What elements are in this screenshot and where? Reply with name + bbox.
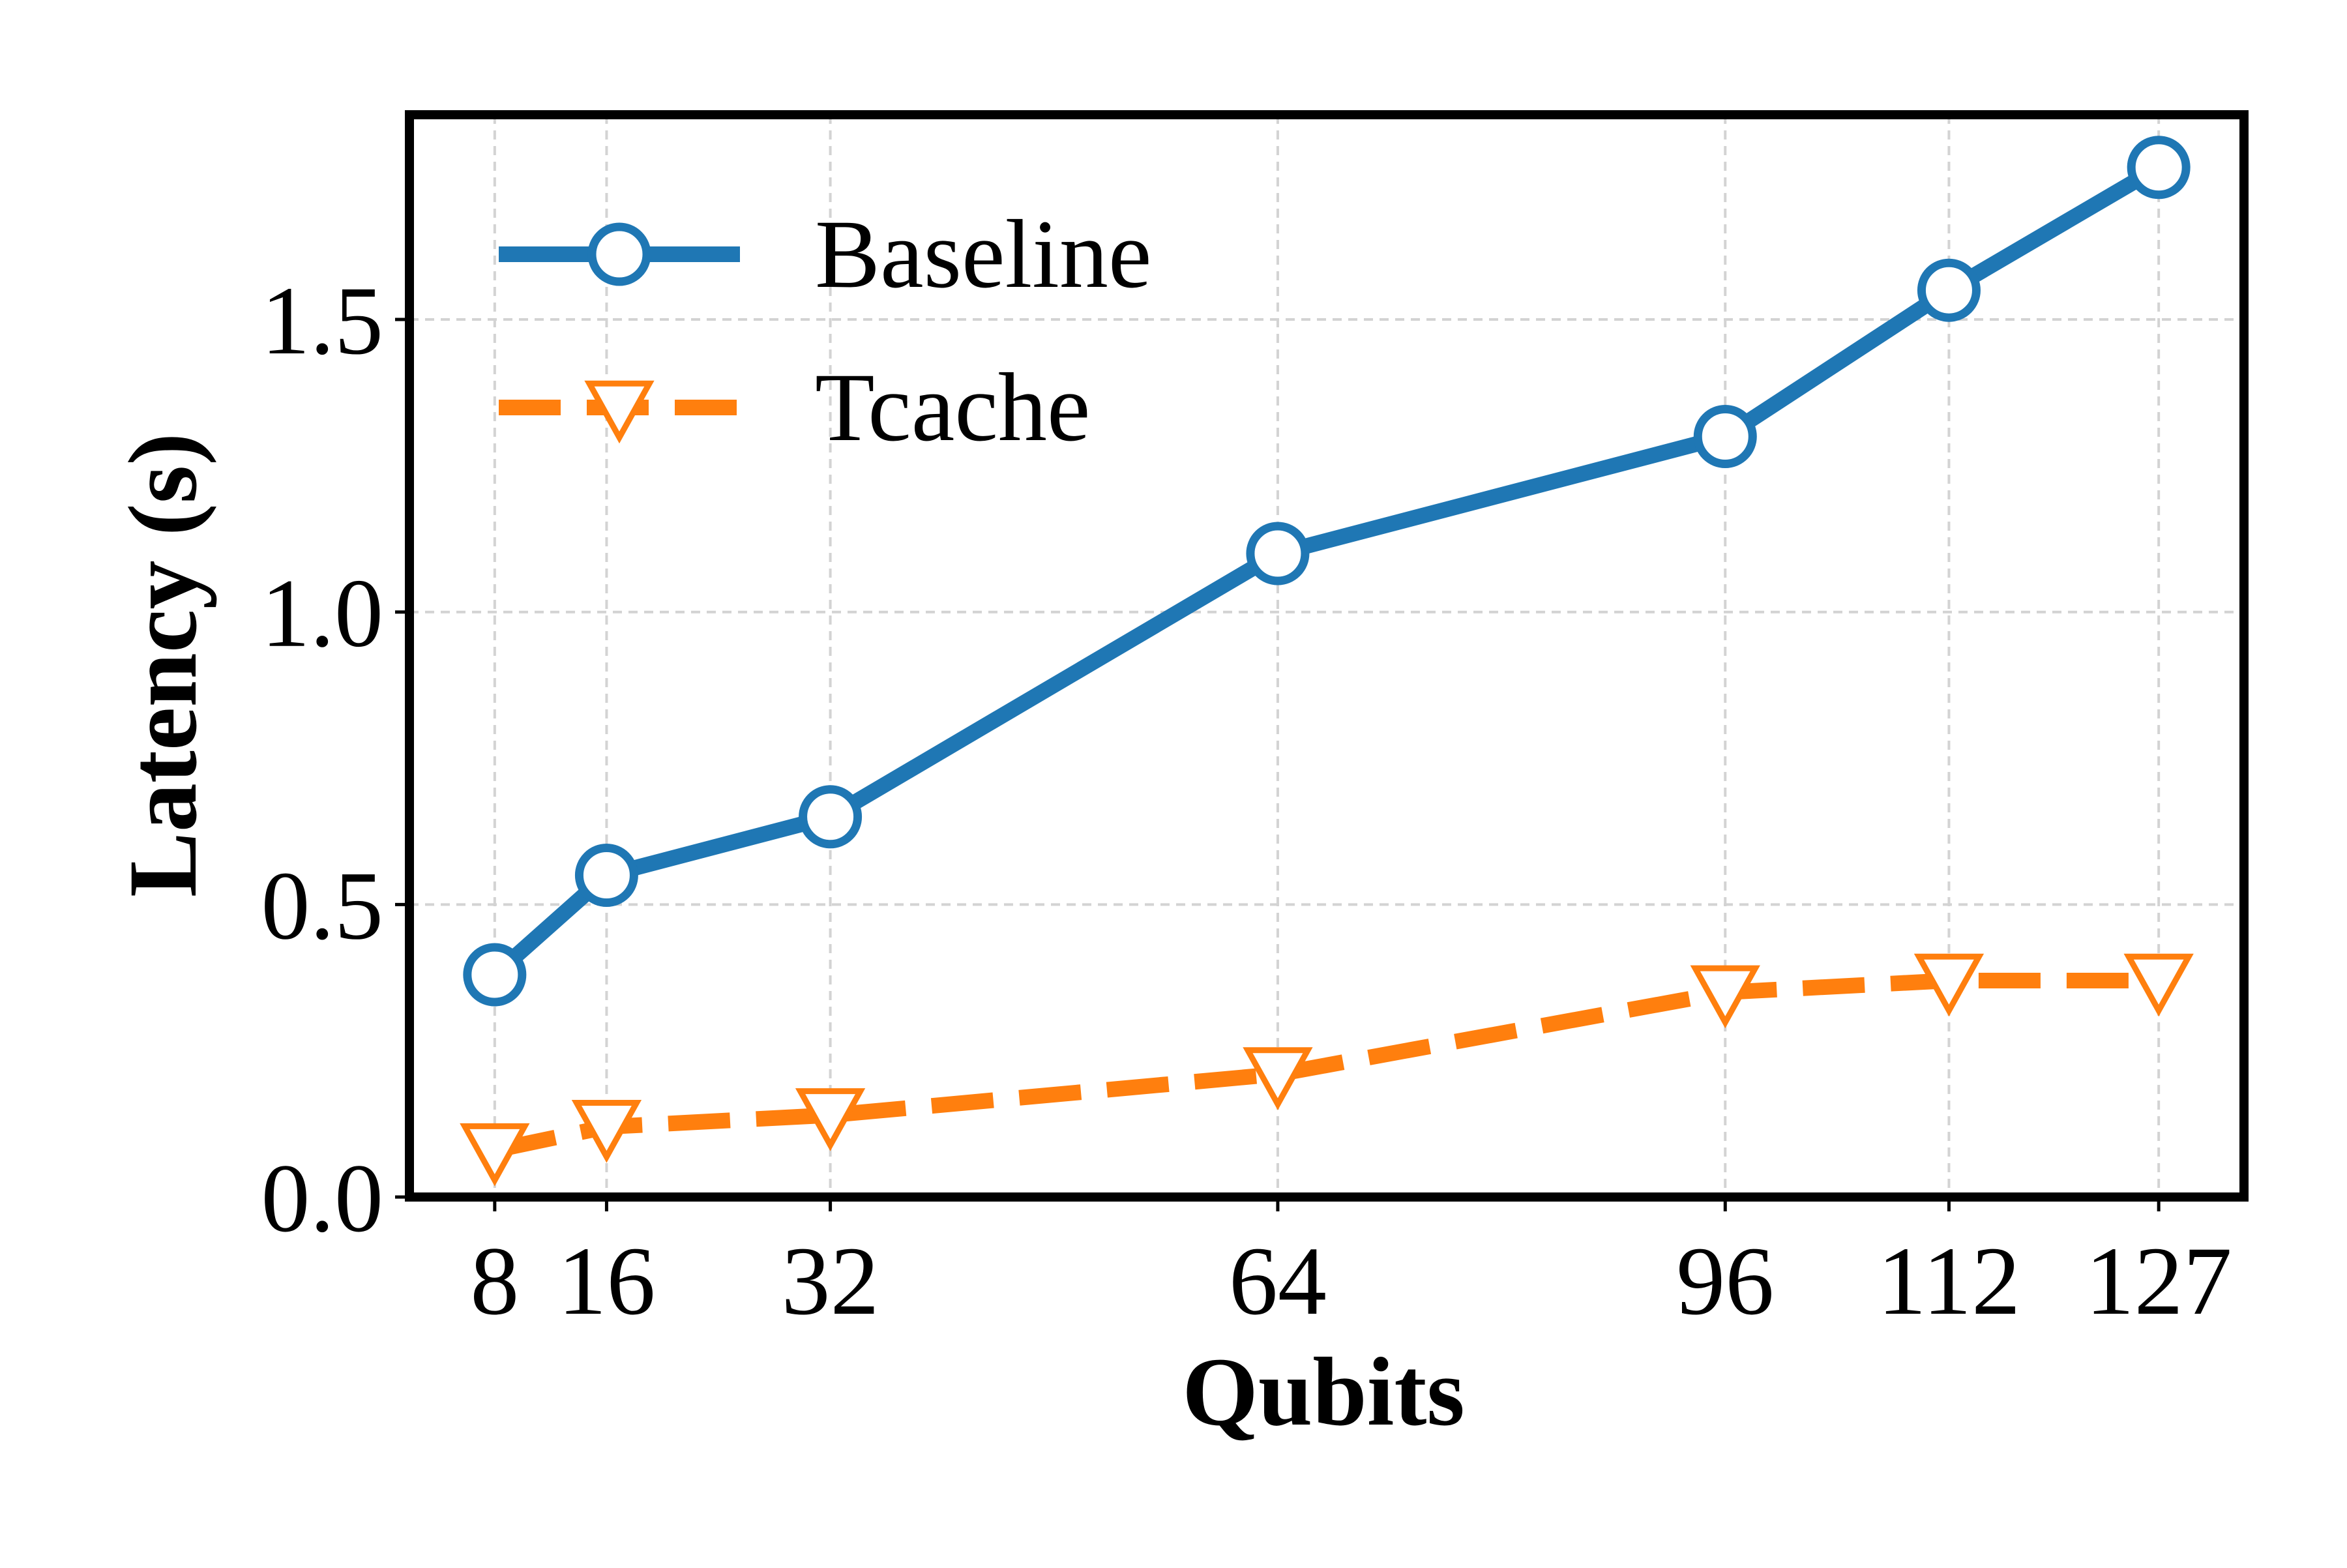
data-point-tcache	[460, 1123, 530, 1187]
data-point-tcache	[2123, 953, 2194, 1017]
data-point-baseline	[799, 785, 863, 849]
y-tick-label: 1.0	[261, 559, 384, 668]
data-point-tcache	[1913, 953, 1985, 1017]
x-tick-label: 64	[1229, 1227, 1327, 1335]
data-point-baseline	[1246, 522, 1310, 585]
legend-label: Baseline	[815, 200, 1152, 308]
data-point-baseline	[2127, 136, 2191, 200]
y-tick-label: 1.5	[261, 267, 384, 375]
plot-frame	[405, 110, 2249, 1202]
x-tick-label: 112	[1878, 1227, 2020, 1335]
axes: 8 16 32 64 96 112 127 0.0 0.5 1.0 1.5	[261, 110, 2249, 1335]
data-point-tcache	[1243, 1047, 1313, 1110]
y-tick-label: 0.0	[261, 1144, 384, 1252]
series-tcache	[460, 953, 2194, 1187]
data-point-baseline	[1917, 258, 1981, 322]
y-axis-label: Latency (s)	[109, 433, 217, 897]
x-tick-label: 16	[557, 1227, 655, 1335]
data-point-tcache	[1690, 965, 1760, 1029]
x-tick-label: 8	[470, 1227, 519, 1335]
legend-item-tcache: Tcache	[499, 353, 1090, 462]
x-tick-label: 32	[782, 1227, 879, 1335]
data-point-tcache	[571, 1100, 642, 1163]
legend-label: Tcache	[815, 353, 1090, 462]
legend: Baseline Tcache	[499, 200, 1152, 462]
legend-marker	[584, 380, 655, 444]
data-point-baseline	[1693, 405, 1757, 469]
data-point-baseline	[574, 843, 638, 907]
y-tick-label: 0.5	[261, 851, 384, 960]
series-lines	[460, 136, 2194, 1187]
x-axis-label: Qubits	[1182, 1338, 1465, 1446]
legend-item-baseline: Baseline	[499, 200, 1152, 308]
x-tick-label: 96	[1676, 1227, 1774, 1335]
series-baseline	[463, 136, 2191, 1007]
legend-marker	[587, 222, 651, 286]
data-point-baseline	[463, 943, 527, 1007]
x-tick-label: 127	[2086, 1227, 2232, 1335]
data-point-tcache	[795, 1088, 866, 1151]
